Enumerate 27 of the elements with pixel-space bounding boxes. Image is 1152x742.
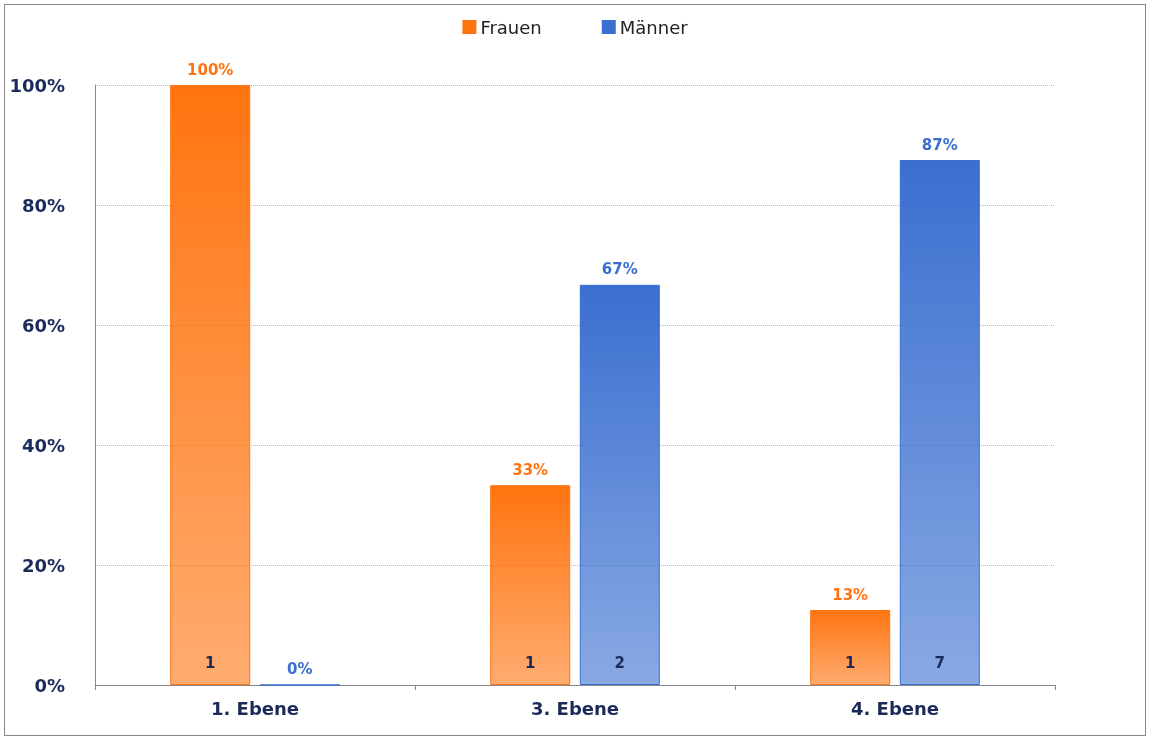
annotation: 1: [844, 654, 856, 672]
annotation: 1: [524, 654, 536, 672]
x-tick-label: 1. Ebene: [210, 697, 300, 719]
y-tick-label: 80%: [21, 194, 65, 216]
data-label: 0%: [287, 660, 313, 678]
annotation: 1: [204, 654, 216, 672]
x-tick-label: 3. Ebene: [530, 697, 620, 719]
y-tick-label: 100%: [9, 74, 65, 96]
y-tick-label: 0%: [34, 674, 65, 696]
data-label: 87%: [921, 135, 958, 154]
bar: [490, 485, 571, 685]
bar: [899, 160, 980, 685]
bar: [810, 610, 891, 685]
x-tick-label: 4. Ebene: [850, 697, 940, 719]
legend-label: Männer: [619, 16, 689, 38]
data-label: 100%: [187, 60, 234, 79]
legend-label: Frauen: [480, 16, 542, 38]
data-label: 67%: [601, 260, 638, 279]
data-label: 13%: [832, 585, 869, 604]
y-tick-label: 60%: [21, 314, 65, 336]
bar: [170, 85, 251, 685]
data-label: 33%: [512, 460, 549, 479]
y-tick-label: 40%: [21, 434, 65, 456]
y-tick-label: 20%: [21, 554, 65, 576]
annotation: 7: [934, 654, 946, 672]
bar: [579, 284, 660, 685]
annotation: 2: [614, 654, 626, 672]
